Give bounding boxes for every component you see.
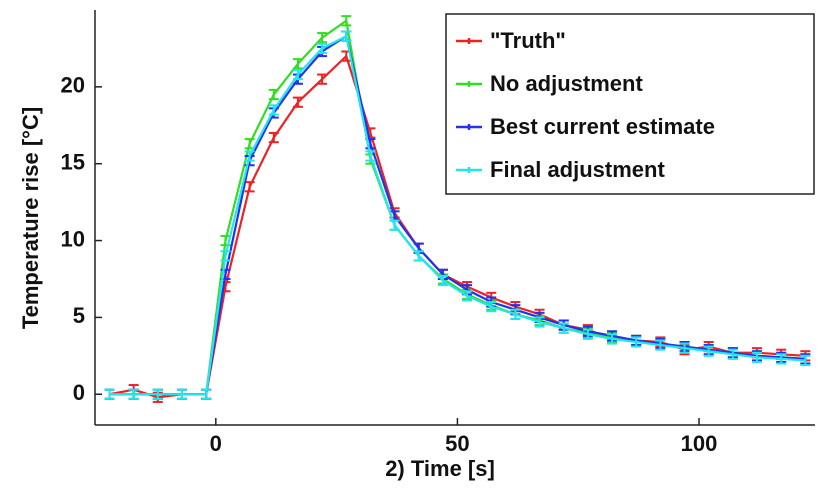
error-bar [631,336,642,348]
error-bar [317,42,328,55]
error-bar [317,32,328,44]
x-tick-label: 100 [681,431,718,456]
series-line [109,34,806,396]
error-bar [413,250,424,262]
error-bar [607,333,618,345]
error-bar [128,388,139,400]
error-bar [244,138,255,150]
legend-box [445,13,815,195]
error-bar [201,388,212,400]
error-bar [558,322,569,334]
error-bar [220,250,231,262]
x-axis-label: 2) Time [s] [385,456,495,481]
error-bar [341,15,352,27]
error-bar [776,353,787,365]
error-bar [244,150,255,162]
x-tick-label: 0 [210,431,222,456]
error-bar [104,388,115,400]
error-bar [341,30,352,42]
error-bar [752,351,763,363]
y-tick-label: 20 [61,73,85,98]
y-tick-label: 15 [61,150,85,175]
error-bar [268,104,279,116]
error-bar [534,316,545,328]
error-bar [655,339,666,351]
y-tick-label: 0 [73,380,85,405]
error-bar [292,68,303,81]
error-bar [727,348,738,360]
error-bar [268,131,279,144]
legend-label: No adjustment [490,71,643,96]
error-bar [486,301,497,313]
error-bar [389,219,400,231]
error-bar [510,308,521,320]
error-bar [800,354,811,367]
error-bar [317,73,328,85]
error-bar [268,88,279,101]
y-tick-label: 10 [61,226,85,251]
error-bar [679,342,690,354]
y-tick-label: 5 [73,303,85,328]
error-bar [152,388,163,400]
error-bar [703,345,714,357]
y-axis-label: Temperature rise [°C] [18,107,43,329]
error-bar [462,290,473,302]
error-bar [292,96,303,108]
error-bar [582,328,593,340]
x-tick-label: 50 [445,431,469,456]
error-bar [292,58,303,70]
error-bar [176,388,187,400]
series-line [109,34,806,396]
legend-label: Best current estimate [490,114,715,139]
error-bar [365,150,376,162]
error-bar [437,274,448,287]
error-bar [244,181,255,193]
legend-label: "Truth" [490,28,566,53]
legend-label: Final adjustment [490,157,665,182]
